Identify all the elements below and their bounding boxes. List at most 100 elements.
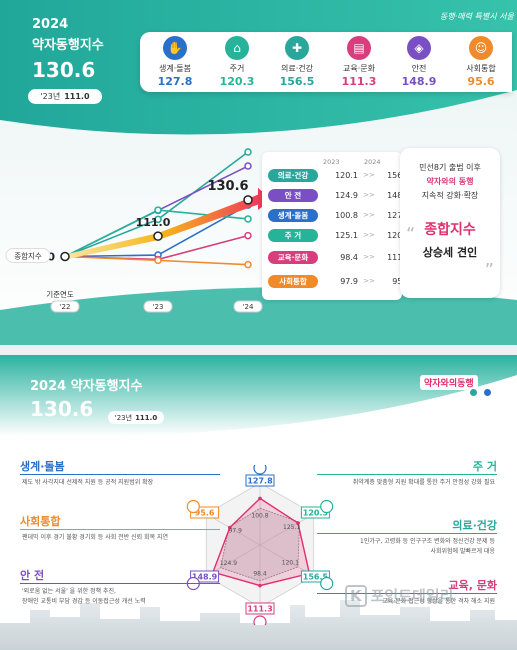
category-card: ✋ 생계·돌봄 127.8 xyxy=(148,36,202,88)
right-item-desc: 1인가구, 고령화 등 인구구조 변화와 정신건강 문제 등 xyxy=(360,538,495,545)
left-item-title: 생계·돌봄 xyxy=(20,460,65,473)
section-divider xyxy=(0,345,517,355)
callout-highlight: 종합지수 xyxy=(424,222,476,238)
radar-point xyxy=(228,525,232,530)
category-strip xyxy=(140,32,512,92)
row-value-2023: 124.9 xyxy=(335,190,358,200)
watermark: K 포인트데일리 xyxy=(345,585,453,607)
table-row: 생계·돌봄 100.8 >> 127.8 xyxy=(268,208,410,222)
people-icon xyxy=(186,499,200,514)
category-value: 111.3 xyxy=(341,75,377,88)
category-value: 156.5 xyxy=(279,75,315,88)
composite-value-label: 111.0 xyxy=(136,216,171,229)
x-tick-label: '22 xyxy=(60,303,71,311)
left-item-rule xyxy=(20,529,220,530)
logo-dot-icon xyxy=(470,389,477,396)
row-arrow: >> xyxy=(363,253,375,261)
series-point xyxy=(244,148,252,156)
top-title: 약자동행지수 xyxy=(32,38,104,53)
open-quote-icon: “ xyxy=(406,224,416,245)
row-value-2024: 156.5 xyxy=(387,170,410,180)
category-label: 주거 xyxy=(229,64,245,73)
row-label: 사회통합 xyxy=(268,274,318,288)
row-value-2024: 111.3 xyxy=(387,252,410,262)
table-row: 주 거 125.1 >> 120.3 xyxy=(268,228,410,242)
radar-axis xyxy=(206,513,261,546)
radar-value-box xyxy=(300,570,330,583)
radar-value-box xyxy=(245,474,275,487)
radar-point xyxy=(258,496,262,501)
top-prev-value: 111.0 xyxy=(64,92,90,101)
x-tick-label: '24 xyxy=(243,303,254,311)
row-value-2023: 97.9 xyxy=(340,276,358,286)
health-icon xyxy=(320,576,334,591)
callout-line2: 약자와의 동행 xyxy=(426,177,474,186)
radar-value-2023: 120.1 xyxy=(282,560,299,567)
shield-icon: ◈ xyxy=(407,36,431,60)
category-value: 127.8 xyxy=(157,75,193,88)
category-card: ▤ 교육·문화 111.3 xyxy=(332,36,386,88)
table-row: 교육·문화 98.4 >> 111.3 xyxy=(268,250,410,264)
radar-value-2024: 148.9 xyxy=(192,573,218,582)
book-icon xyxy=(253,615,267,625)
right-item-desc: 취약계층 맞춤형 지원 확대를 통한 주거 안정성 강화 필요 xyxy=(352,479,495,486)
table-row: 의료·건강 120.1 >> 156.5 xyxy=(268,168,410,182)
right-item-desc: 교육·문화 접근성 향상을 통한 격차 해소 지원 xyxy=(382,598,495,605)
radar-value-box xyxy=(245,602,275,615)
callout-line1: 민선8기 출범 이후 xyxy=(419,163,481,172)
table-header-2024: 2024 xyxy=(364,158,381,166)
health-icon: ✚ xyxy=(285,36,309,60)
series-point xyxy=(154,256,162,265)
house-icon: ⌂ xyxy=(225,36,249,60)
top-year: 2024 xyxy=(32,17,69,32)
top-prev-badge: '23년 111.0 xyxy=(28,89,102,104)
row-value-2024: 120.3 xyxy=(387,230,410,240)
category-card: ⌂ 주거 120.3 xyxy=(210,36,264,88)
row-value-2024: 148.9 xyxy=(387,190,410,200)
row-label: 안 전 xyxy=(268,188,318,202)
composite-label-pill xyxy=(5,248,51,263)
category-value: 120.3 xyxy=(219,75,255,88)
composite-point xyxy=(60,251,70,262)
bottom-prev-value: 111.0 xyxy=(135,413,158,422)
right-item-desc: 사회위험에 발빠르게 대응 xyxy=(430,548,495,555)
radar-point xyxy=(258,583,262,588)
top-logo: 동행·매력 특별시 서울 xyxy=(440,12,514,21)
left-item-title: 안 전 xyxy=(20,569,45,582)
radar-value-2023: 125.1 xyxy=(283,524,300,531)
radar-chart: 100.8 125.1 120.1 98.4 124.9 97.9 127.8 120.3 15… xyxy=(186,465,334,625)
row-arrow: >> xyxy=(363,171,375,179)
hands-icon xyxy=(253,465,267,475)
row-arrow: >> xyxy=(363,211,375,219)
radar-value-2023: 98.4 xyxy=(253,571,267,578)
book-icon: ▤ xyxy=(347,36,371,60)
category-label: 생계·돌봄 xyxy=(159,64,191,73)
watermark-icon: K xyxy=(345,585,367,607)
left-item-rule xyxy=(20,583,220,584)
house-icon xyxy=(320,499,334,514)
series-point xyxy=(154,215,162,224)
right-item-rule xyxy=(317,474,497,475)
base-year-label: 기준연도 xyxy=(46,290,74,299)
row-value-2023: 125.1 xyxy=(335,230,358,240)
right-item-title: 교육, 문화 xyxy=(448,579,498,592)
radar-value-2024: 95.6 xyxy=(195,509,215,518)
row-label: 교육·문화 xyxy=(268,250,318,264)
callout-box: 민선8기 출범 이후 약자와의 동행 지속적 강화·확장 종합지수 상승세 견인… xyxy=(400,148,500,298)
category-card: ☺ 사회통합 95.6 xyxy=(454,36,508,88)
bottom-panel: 2024 약자동행지수 130.6 '23년 111.0 약자와의동행 100.… xyxy=(0,355,517,650)
row-arrow: >> xyxy=(363,191,375,199)
x-tick-pill xyxy=(143,300,173,313)
table-row: 안 전 124.9 >> 148.9 xyxy=(268,188,410,202)
right-item-rule xyxy=(317,593,497,594)
radar-value-2023: 100.8 xyxy=(251,513,268,520)
series-line xyxy=(64,151,249,258)
category-label: 안전 xyxy=(411,64,427,73)
category-card: ◈ 안전 148.9 xyxy=(392,36,446,88)
composite-point xyxy=(243,195,253,205)
top-score: 130.6 xyxy=(32,58,96,82)
radar-value-2024: 111.3 xyxy=(247,605,272,614)
series-point xyxy=(244,162,252,170)
